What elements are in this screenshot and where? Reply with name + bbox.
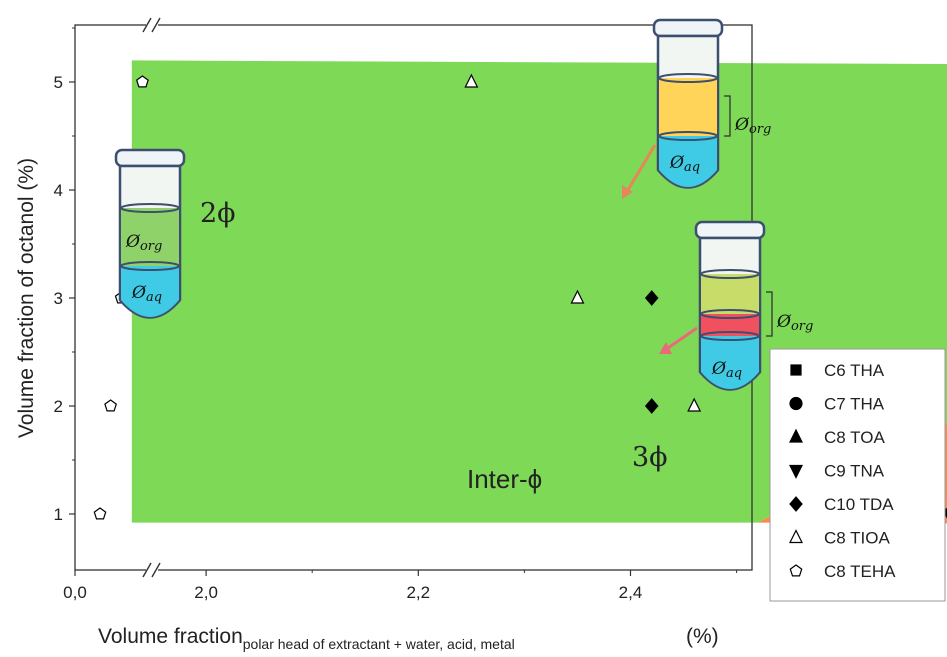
tube-1-organic-sub: org [749, 122, 771, 137]
tube-1-bracket [724, 95, 731, 137]
point-c8-teha-0 [135, 75, 149, 88]
tube-interface-mid [658, 131, 718, 141]
tube-organic-phase [121, 208, 179, 266]
legend-label-5: C8 TIOA [824, 529, 890, 548]
tube-aqueous-sub: aq [684, 160, 700, 175]
tube-2-bracket [766, 291, 773, 337]
tube-aqueous-label: Øaq [711, 359, 742, 381]
tube-aqueous-symbol: Ø [711, 359, 727, 379]
tube-cap [694, 220, 766, 240]
tube-aqueous-phase [121, 266, 179, 317]
legend-marker-6 [789, 564, 803, 577]
y-tick-label-3: 4 [54, 181, 63, 200]
legend-label-6: C8 TEHA [824, 562, 896, 581]
x-tick-label-0: 0,0 [63, 583, 87, 602]
x-tick-label-2: 2,2 [406, 583, 430, 602]
region-labels: 2ϕ Inter-ϕ 3ϕ [200, 198, 668, 494]
legend-label-4: C10 TDA [824, 495, 894, 514]
x-axis-title-sub: polar head of extractant + water, acid, … [243, 636, 515, 652]
tube-0-organic-label: Øorg [125, 232, 162, 254]
tube-cap [652, 18, 724, 38]
tube-aqueous-label: Øaq [669, 153, 700, 175]
point-c8-tioa-2 [687, 397, 702, 412]
point-c10-tda-1 [644, 290, 659, 306]
legend-marker-2 [789, 428, 803, 443]
tube-1-organic-symbol: Ø [734, 115, 750, 135]
x-tick-label-3: 2,4 [619, 583, 643, 602]
tube-organic-phase [701, 274, 759, 314]
tube-aqueous-symbol: Ø [669, 153, 685, 173]
x-axis-unit: (%) [686, 625, 719, 648]
y-tick-label-4: 5 [54, 73, 63, 92]
legend-label-2: C8 TOA [824, 428, 885, 447]
tube-aqueous-sub: aq [726, 366, 742, 381]
tube-2-organic-sub: org [791, 319, 813, 334]
axis-break-mark-bottom [142, 562, 152, 578]
axis-break-mark2-top [151, 17, 161, 33]
legend-label-0: C6 THA [824, 361, 885, 380]
tube-cap [114, 148, 186, 168]
legend-marker-4 [789, 496, 803, 512]
point-c8-tioa-1 [570, 289, 585, 304]
tube-aqueous-sub: aq [146, 290, 162, 305]
legend-label-3: C9 TNA [824, 462, 885, 481]
tube-1-arrowhead [622, 185, 633, 199]
phase-region-0 [131, 60, 947, 523]
tube-2-arrow [664, 326, 698, 352]
legend-marker-3 [789, 464, 803, 479]
legend-marker-0 [790, 364, 802, 376]
tube-2-organic-label: Øorg [776, 312, 813, 334]
axis-break-mark-top [142, 17, 152, 33]
tube-0-organic-symbol: Ø [125, 232, 141, 252]
tube-interface-low [700, 331, 760, 341]
tube-1-arrow [624, 144, 657, 194]
tube-interface-mid [120, 261, 180, 271]
y-tick-label-2: 3 [54, 289, 63, 308]
tube-aqueous-symbol: Ø [131, 283, 147, 303]
legend-box [769, 348, 946, 602]
point-c8-tioa-0 [464, 73, 479, 88]
tube-2-arrowhead [659, 342, 672, 354]
legend-marker-5 [789, 529, 803, 544]
point-c8-teha-3 [93, 507, 107, 520]
tube-interface-top [120, 203, 180, 213]
tube-organic-phase [659, 78, 717, 136]
region-label-inter-phi: Inter-ϕ [467, 464, 542, 494]
tube-aqueous-phase [659, 136, 717, 187]
x-axis-title-main: Volume fraction [98, 625, 243, 648]
test-tube-1: Øaq [652, 18, 724, 189]
y-tick-label-0: 1 [54, 505, 63, 524]
tube-interface-mid [700, 309, 760, 319]
legend-marker-1 [789, 396, 803, 411]
legend: C6 THA C7 THA C8 TOA C9 TNA C10 TDA C8 TIOA C8… [769, 348, 946, 602]
legend-label-1: C7 THA [824, 395, 885, 414]
tube-third-phase [701, 314, 759, 336]
tube-2-organic-symbol: Ø [776, 312, 792, 332]
region-label-2phi: 2ϕ [200, 198, 236, 229]
y-tick-label-1: 2 [54, 397, 63, 416]
y-axis-title: Volume fraction of octanol (%) [15, 158, 38, 438]
point-c10-tda-2 [644, 398, 659, 414]
tube-0-organic-sub: org [140, 239, 162, 254]
tube-interface-top [658, 73, 718, 83]
region-label-3phi: 3ϕ [632, 442, 668, 473]
tube-1-organic-label: Øorg [734, 115, 771, 137]
tube-interface-top [700, 269, 760, 279]
test-tube-0: Øaq [114, 148, 186, 319]
point-c8-teha-2 [104, 399, 118, 412]
x-tick-label-1: 2,0 [194, 583, 218, 602]
x-axis-title: Volume fractionpolar head of extractant … [98, 625, 515, 652]
axis-break-mark2-bottom [151, 562, 161, 578]
tube-aqueous-phase [701, 336, 759, 389]
tube-aqueous-label: Øaq [131, 283, 162, 305]
test-tube-2: Øaq [694, 220, 766, 391]
